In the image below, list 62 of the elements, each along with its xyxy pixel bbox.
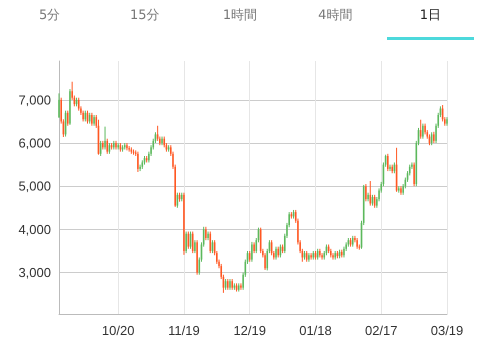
candlestick	[209, 231, 212, 254]
x-tick-label: 02/17	[364, 323, 398, 338]
candlestick	[442, 104, 444, 122]
y-tick-label: 3,000	[18, 265, 51, 280]
candlestick	[433, 131, 435, 144]
x-tick-label: 03/19	[430, 323, 464, 338]
candlestick	[212, 240, 214, 254]
candlestick	[137, 151, 139, 172]
candlestick	[316, 248, 318, 260]
text: 1時間	[222, 8, 258, 23]
y-tick-label: 5,000	[18, 178, 51, 194]
candlestick	[420, 119, 422, 140]
candlestick	[163, 136, 166, 148]
text: 5分	[38, 8, 60, 23]
candlestick	[84, 110, 86, 122]
candlestick	[192, 231, 194, 254]
candlestick	[356, 238, 358, 250]
candlestick	[306, 250, 308, 262]
candlestick	[100, 140, 102, 156]
candlestick	[352, 235, 354, 248]
candlestick	[343, 246, 345, 258]
candlestick	[277, 246, 280, 258]
candlestick	[229, 278, 231, 290]
candlestick	[326, 244, 328, 256]
candlestick	[226, 278, 229, 290]
text: 4時間	[318, 8, 352, 23]
x-tick-label: 01/18	[299, 323, 332, 338]
candlestick	[104, 126, 106, 150]
candlestick	[231, 278, 233, 290]
candlestick	[224, 278, 226, 290]
x-tick-label: 10/20	[102, 323, 134, 338]
candlestick	[372, 194, 374, 206]
text: 1日	[420, 8, 442, 23]
candlestick	[280, 244, 282, 258]
text: 15分	[130, 8, 160, 23]
x-tick-label: 12/19	[233, 323, 266, 338]
candlestick	[386, 153, 389, 172]
candlestick	[190, 231, 192, 250]
candlestick	[251, 241, 253, 262]
y-tick-label: 7,000	[18, 92, 51, 108]
candlestick	[260, 227, 262, 254]
y-tick-label: 6,000	[18, 136, 51, 151]
candlestick	[428, 134, 430, 146]
candlestick	[58, 92, 60, 118]
candlestick	[413, 162, 415, 187]
candlestick	[82, 110, 84, 122]
x-tick-label: 11/19	[168, 323, 200, 338]
candlestick	[86, 110, 88, 124]
candlestick	[178, 192, 180, 202]
candlestick	[365, 184, 367, 202]
candlestick	[185, 231, 187, 254]
candlestick	[248, 250, 251, 262]
candlestick	[88, 112, 91, 124]
candlestick	[93, 114, 95, 126]
candlestick	[275, 246, 277, 260]
candlestick	[264, 252, 266, 270]
candlestick	[253, 242, 255, 254]
candlestick	[64, 110, 66, 138]
candlestick	[108, 142, 110, 154]
y-tick-label: 4,000	[18, 222, 51, 237]
candlestick	[394, 162, 396, 174]
candlestick	[188, 231, 190, 250]
